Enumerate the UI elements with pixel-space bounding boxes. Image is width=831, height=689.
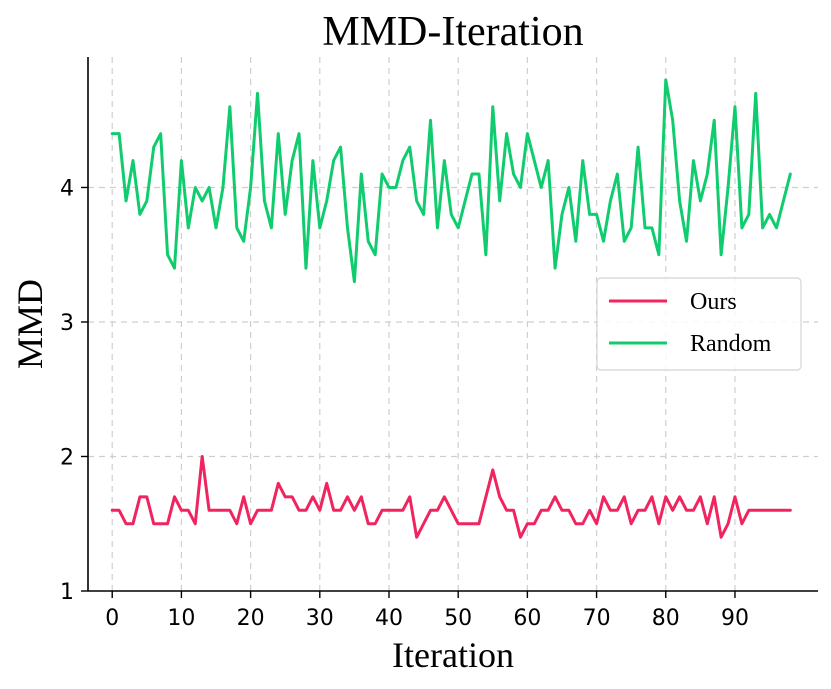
y-tick-label: 2 (60, 445, 74, 470)
x-tick-label: 60 (513, 606, 541, 631)
x-tick-label: 30 (306, 606, 334, 631)
series-line-ours (110, 454, 792, 539)
series-line-random (110, 78, 792, 284)
x-tick-label: 0 (105, 606, 119, 631)
ticks: 0 10 20 30 40 50 60 70 80 90 1 2 3 4 (60, 176, 749, 631)
x-tick-label: 80 (652, 606, 680, 631)
legend: Ours Random (596, 277, 802, 371)
y-tick-label: 1 (60, 580, 74, 605)
x-tick-label: 20 (237, 606, 265, 631)
x-tick-label: 40 (375, 606, 403, 631)
series-layer (110, 78, 792, 539)
x-tick-label: 10 (167, 606, 195, 631)
x-tick-label: 50 (444, 606, 472, 631)
x-tick-label: 70 (583, 606, 611, 631)
y-axis-label: MMD (10, 279, 50, 369)
x-tick-label: 90 (721, 606, 749, 631)
chart-title: MMD-Iteration (322, 9, 583, 55)
legend-label-ours: Ours (690, 289, 737, 315)
x-axis-label: Iteration (392, 635, 514, 675)
y-tick-label: 4 (60, 176, 74, 201)
axes (87, 57, 818, 592)
legend-label-random: Random (690, 331, 772, 357)
y-tick-label: 3 (60, 311, 74, 336)
